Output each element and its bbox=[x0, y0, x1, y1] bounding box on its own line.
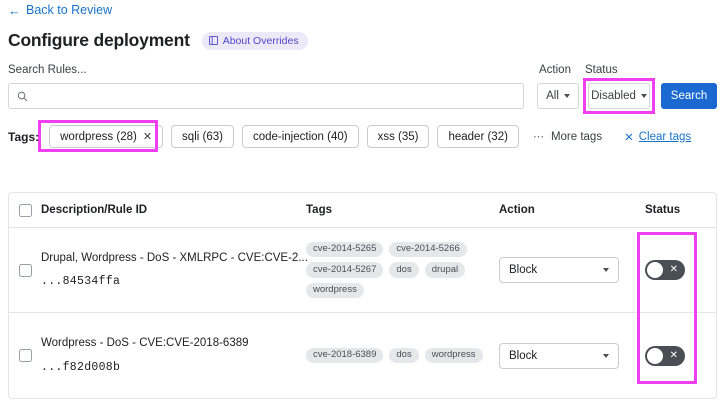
tag-chip-sqli[interactable]: sqli (63) bbox=[171, 125, 234, 148]
tag-chip-label: wordpress (28) bbox=[60, 130, 137, 143]
ellipsis-icon: ⋯ bbox=[532, 131, 545, 143]
search-button[interactable]: Search bbox=[661, 83, 717, 109]
chevron-down-icon bbox=[563, 94, 570, 98]
row-action-cell: Block bbox=[499, 257, 636, 283]
action-filter-label: Action bbox=[539, 64, 571, 76]
tag-chip-label: xss (35) bbox=[377, 130, 419, 143]
search-input[interactable] bbox=[35, 85, 523, 107]
clear-tags-button[interactable]: ✕ Clear tags bbox=[624, 130, 691, 144]
select-all-cell bbox=[9, 203, 41, 217]
row-description-cell: Drupal, Wordpress - DoS - XMLRPC - CVE:C… bbox=[41, 251, 308, 289]
select-all-checkbox[interactable] bbox=[18, 203, 32, 217]
tag-chip-xss[interactable]: xss (35) bbox=[366, 125, 430, 148]
table-header-row: Description/Rule ID Tags Action Status bbox=[9, 193, 716, 228]
row-checkbox[interactable] bbox=[18, 349, 32, 362]
rules-table: Description/Rule ID Tags Action Status D… bbox=[8, 192, 717, 399]
table-row: Drupal, Wordpress - DoS - XMLRPC - CVE:C… bbox=[9, 228, 716, 313]
status-filter-select[interactable]: Disabled bbox=[588, 83, 650, 109]
about-overrides-badge[interactable]: About Overrides bbox=[201, 31, 308, 50]
column-header-description: Description/Rule ID bbox=[41, 204, 148, 216]
column-header-tags: Tags bbox=[306, 204, 332, 216]
rule-id: ...84534ffa bbox=[41, 275, 121, 289]
rule-tag-pill: wordpress bbox=[306, 282, 364, 299]
row-action-value: Block bbox=[509, 264, 538, 276]
rule-tag-pill: cve-2014-5267 bbox=[306, 262, 384, 278]
close-icon: ✕ bbox=[669, 264, 678, 275]
toggle-knob bbox=[647, 262, 663, 278]
row-status-toggle[interactable]: ✕ bbox=[645, 345, 685, 366]
chevron-down-icon bbox=[603, 353, 609, 358]
column-header-status: Status bbox=[645, 204, 681, 216]
row-action-select[interactable]: Block bbox=[499, 342, 619, 369]
close-icon[interactable]: ✕ bbox=[142, 131, 153, 143]
tag-chip-label: code-injection (40) bbox=[252, 130, 348, 143]
status-filter-value: Disabled bbox=[591, 90, 636, 102]
back-to-review-link[interactable]: ← Back to Review bbox=[8, 3, 112, 17]
back-to-review-label: Back to Review bbox=[26, 3, 113, 17]
arrow-left-icon: ← bbox=[8, 2, 21, 18]
row-action-value: Block bbox=[509, 349, 538, 362]
search-label: Search Rules... bbox=[8, 64, 87, 76]
action-filter-value: All bbox=[546, 90, 559, 102]
tag-chip-wordpress[interactable]: wordpress (28) ✕ bbox=[49, 125, 164, 148]
about-overrides-label: About Overrides bbox=[222, 34, 299, 47]
tag-chip-label: sqli (63) bbox=[182, 130, 223, 143]
more-tags-button[interactable]: ⋯ More tags bbox=[532, 130, 603, 144]
search-icon bbox=[9, 91, 35, 102]
book-icon bbox=[208, 36, 218, 45]
row-tags-cell: cve-2018-6389 dos wordpress bbox=[306, 347, 499, 364]
rule-id: ...f82d008b bbox=[41, 360, 121, 374]
more-tags-label: More tags bbox=[550, 130, 603, 143]
tags-label: Tags: bbox=[8, 129, 40, 144]
rule-description: Wordpress - DoS - CVE:CVE-2018-6389 bbox=[41, 337, 249, 350]
rule-tag-pill: cve-2014-5265 bbox=[306, 241, 384, 258]
close-icon: ✕ bbox=[624, 131, 634, 144]
row-action-cell: Block bbox=[499, 342, 636, 369]
close-icon: ✕ bbox=[669, 349, 678, 361]
search-input-wrapper[interactable] bbox=[8, 83, 524, 109]
tag-chip-label: header (32) bbox=[448, 130, 508, 143]
action-filter-select[interactable]: All bbox=[537, 83, 579, 109]
rule-description: Drupal, Wordpress - DoS - XMLRPC - CVE:C… bbox=[41, 251, 308, 264]
chevron-down-icon bbox=[640, 94, 647, 98]
row-checkbox[interactable] bbox=[18, 263, 32, 277]
row-status-toggle[interactable]: ✕ bbox=[645, 260, 685, 280]
page-header: Configure deployment About Overrides bbox=[8, 30, 308, 51]
rule-tag-pill: drupal bbox=[424, 262, 466, 278]
rule-tag-pill: dos bbox=[389, 262, 419, 278]
tag-chip-header[interactable]: header (32) bbox=[437, 125, 519, 148]
column-header-action: Action bbox=[499, 204, 535, 216]
row-status-cell: ✕ bbox=[636, 260, 716, 280]
row-action-select[interactable]: Block bbox=[499, 257, 619, 283]
row-select-cell bbox=[9, 263, 41, 277]
clear-tags-label: Clear tags bbox=[638, 130, 692, 143]
rule-tag-pill: dos bbox=[389, 347, 419, 364]
rule-tag-pill: wordpress bbox=[424, 347, 483, 364]
row-tags-cell: cve-2014-5265 cve-2014-5266 cve-2014-526… bbox=[306, 241, 499, 299]
rule-tag-pill: cve-2018-6389 bbox=[306, 347, 384, 364]
tag-chip-code-injection[interactable]: code-injection (40) bbox=[241, 125, 359, 148]
row-status-cell: ✕ bbox=[636, 345, 716, 366]
status-filter-label: Status bbox=[585, 64, 618, 76]
page-title: Configure deployment bbox=[8, 30, 190, 50]
chevron-down-icon bbox=[603, 268, 609, 272]
rule-tag-pill: cve-2014-5266 bbox=[389, 241, 467, 258]
table-row: Wordpress - DoS - CVE:CVE-2018-6389 ...f… bbox=[9, 313, 716, 398]
toggle-knob bbox=[647, 347, 663, 364]
row-select-cell bbox=[9, 349, 41, 362]
tags-filter-row: Tags: wordpress (28) ✕ sqli (63) code-in… bbox=[8, 125, 691, 148]
row-description-cell: Wordpress - DoS - CVE:CVE-2018-6389 ...f… bbox=[41, 337, 306, 373]
